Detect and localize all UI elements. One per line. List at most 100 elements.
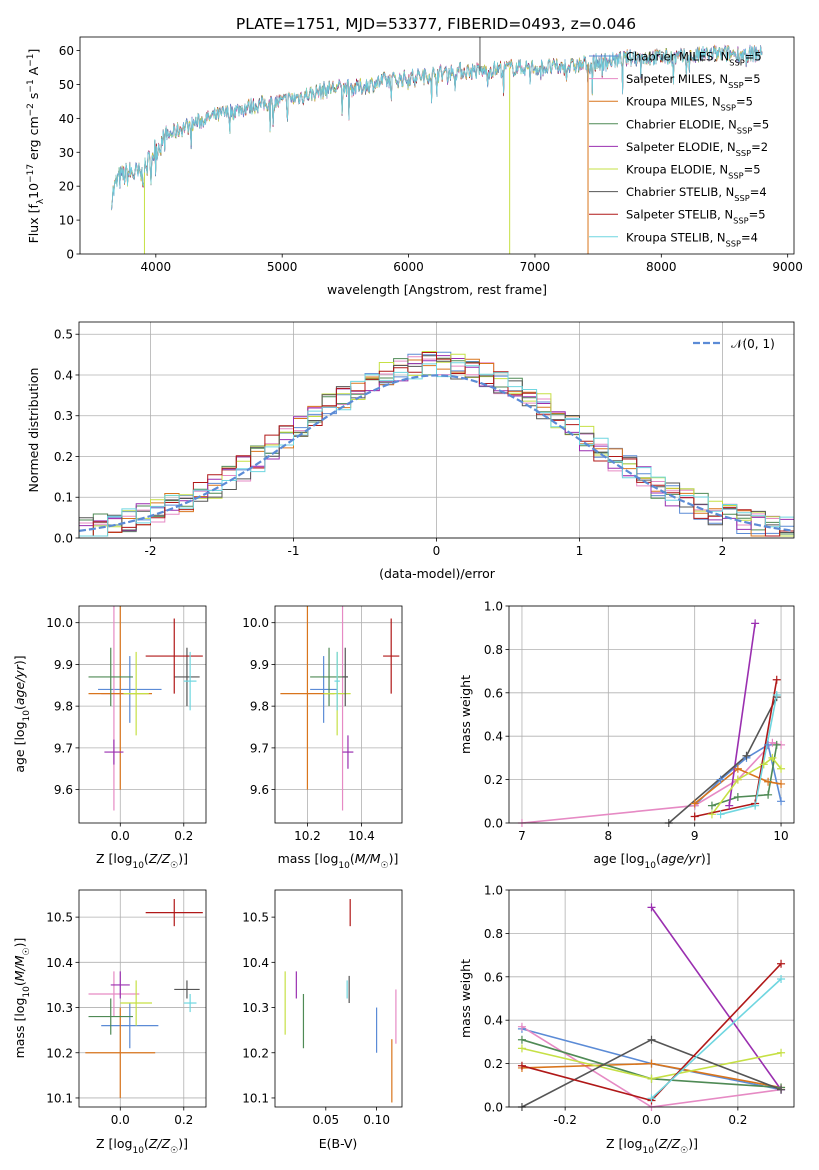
weight-marker — [742, 751, 751, 760]
y-tick-label: 0.1 — [54, 491, 73, 505]
y-tick-label: 0.4 — [54, 368, 73, 382]
weight-marker — [751, 801, 760, 810]
x-tick-label: 0.2 — [174, 829, 193, 843]
weight-marker — [777, 797, 786, 806]
plot-area — [284, 899, 397, 1103]
normal-curve — [79, 374, 794, 532]
label-part: −1 — [26, 54, 36, 67]
label-part: ☉ — [170, 1146, 178, 1156]
label-part: ( — [654, 1136, 659, 1151]
label-part: Z/Z — [658, 1136, 681, 1151]
x-axis-label: wavelength [Angstrom, rest frame] — [327, 282, 547, 297]
label-part: mass [log — [278, 851, 339, 866]
y-tick-label: 9.6 — [250, 783, 269, 797]
label-part: SSP — [726, 238, 741, 248]
y-tick-label: 60 — [59, 44, 74, 58]
axes-frame — [78, 889, 207, 1108]
label-part: SSP — [721, 103, 736, 113]
label-part: SSP — [733, 216, 748, 226]
x-tick-label: 9 — [691, 829, 699, 843]
label-part: =5 — [744, 72, 761, 86]
label-part: SSP — [734, 193, 749, 203]
x-tick-label: 0.0 — [111, 1113, 130, 1127]
legend: 𝒩(0, 1) — [693, 337, 775, 351]
label-part: −17 — [26, 164, 36, 183]
label-part: =4 — [741, 230, 758, 244]
x-tick-label: 0.0 — [642, 1113, 661, 1127]
label-part: =5 — [736, 95, 753, 109]
x-axis-label: Z [log10(Z/Z☉)] — [96, 851, 188, 871]
y-axis-label: mass weight — [458, 675, 473, 754]
label-part: age [log — [12, 721, 27, 772]
axes-frame — [274, 605, 403, 824]
axes-spectrum: 4000 5000 6000 7000 8000 9000 0 10 20 30 40 50 60 wav… — [26, 36, 803, 297]
axes-residuals: -2 -1 0 1 2 0.0 0.1 0.2 0.3 0.4 0.5 (data-model)/er… — [26, 321, 795, 581]
label-part: Chabrier ELODIE, N — [626, 117, 737, 131]
y-tick-label: 10.4 — [242, 956, 269, 970]
histogram-kroupa_stelib — [79, 362, 794, 538]
y-tick-label: 10.0 — [242, 616, 269, 630]
label-part: ( — [12, 981, 27, 986]
axes-frame — [78, 321, 795, 539]
plot-area — [79, 351, 794, 538]
label-part: =5 — [749, 208, 766, 222]
label-part: 10 — [642, 1146, 654, 1156]
legend-label: 𝒩(0, 1) — [731, 337, 775, 351]
weight-line-chabrier_stelib — [668, 696, 778, 823]
label-part: =5 — [752, 117, 769, 131]
label-part: 10 — [22, 710, 32, 722]
y-tick-label: 0.4 — [484, 730, 503, 744]
y-tick-label: 20 — [59, 180, 74, 194]
y-tick-label: 9.9 — [250, 658, 269, 672]
label-part: Kroupa ELODIE, N — [626, 163, 728, 177]
y-tick-label: 0.2 — [484, 773, 503, 787]
x-axis-label: mass [log10(M/M☉)] — [278, 851, 399, 871]
weight-line-kroupa_stelib — [650, 978, 782, 1099]
y-tick-label: 10.1 — [46, 1091, 73, 1105]
weight-marker — [768, 753, 777, 762]
y-tick-label: 0.6 — [484, 970, 503, 984]
y-tick-label: 10.1 — [242, 1091, 269, 1105]
label-part: 10 — [132, 1146, 144, 1156]
label-part: =5 — [745, 50, 762, 64]
figure-title: PLATE=1751, MJD=53377, FIBERID=0493, z=0… — [236, 15, 636, 33]
weight-marker — [725, 801, 734, 810]
weight-marker — [690, 812, 699, 821]
x-tick-label: 1 — [576, 544, 584, 558]
label-part: )] — [701, 851, 711, 866]
y-tick-label: 10.3 — [242, 1001, 269, 1015]
label-part: ( — [656, 851, 661, 866]
label-part: Z/Z — [148, 851, 171, 866]
x-tick-label: 0.10 — [363, 1113, 390, 1127]
legend-label: Chabrier MILES, NSSP=5 — [626, 50, 762, 68]
plot-area — [521, 906, 782, 1107]
label-part: ☉ — [170, 861, 178, 871]
axes-frame — [508, 605, 795, 824]
x-tick-label: 0 — [433, 544, 441, 558]
y-axis-label: Flux [fλ10−17 erg cm−2 s−1 A−1] — [26, 49, 46, 244]
label-part: age/yr — [12, 664, 27, 705]
weight-line-salpeter_stelib — [694, 679, 778, 818]
label-part: =5 — [744, 163, 761, 177]
plot-area — [111, 37, 763, 254]
x-tick-label: 0.05 — [312, 1113, 339, 1127]
label-part: E(B-V) — [319, 1136, 358, 1151]
y-tick-label: 0.0 — [54, 532, 73, 546]
label-part: A — [26, 66, 41, 79]
weight-marker — [716, 775, 725, 784]
label-part: Z/Z — [148, 1136, 171, 1151]
weight-marker — [733, 792, 742, 801]
axes-frame — [508, 889, 795, 1108]
y-tick-label: 0.6 — [484, 686, 503, 700]
weight-marker — [690, 799, 699, 808]
weight-marker — [777, 974, 786, 983]
y-tick-label: 9.9 — [54, 658, 73, 672]
y-tick-label: 0.3 — [54, 409, 73, 423]
label-part: age/yr — [661, 851, 702, 866]
label-part: SSP — [728, 80, 743, 90]
weight-marker — [768, 738, 777, 747]
weight-marker — [707, 810, 716, 819]
x-axis-label: Z [log10(Z/Z☉)] — [96, 1136, 188, 1156]
